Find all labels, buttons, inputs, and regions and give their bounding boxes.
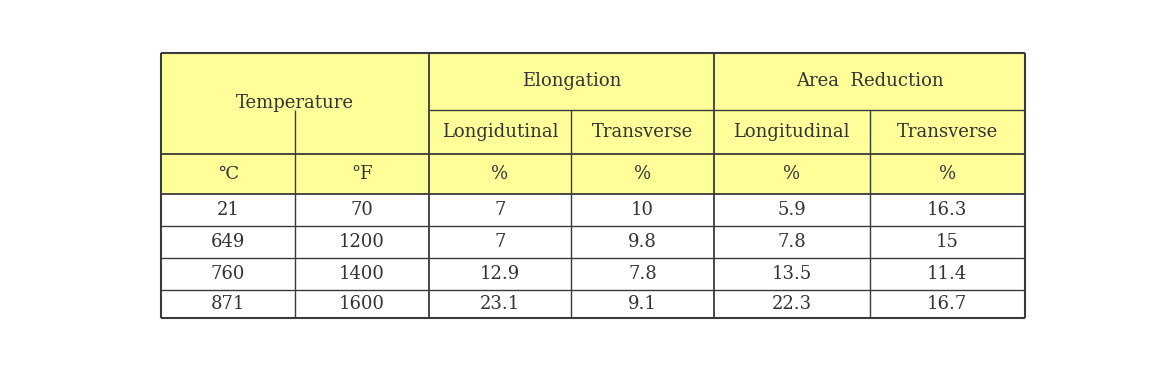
Bar (429, 52, 572, 110)
Text: Area  Reduction: Area Reduction (796, 72, 943, 90)
Bar (161, 110, 295, 155)
Text: 70: 70 (351, 201, 374, 219)
Bar (714, 155, 870, 194)
Text: 9.8: 9.8 (628, 233, 657, 251)
Text: %: % (492, 165, 509, 183)
Text: 12.9: 12.9 (480, 265, 521, 283)
Bar (429, 258, 572, 291)
Bar (572, 291, 714, 318)
Text: 7: 7 (494, 201, 506, 219)
Bar (572, 226, 714, 258)
Text: %: % (783, 165, 801, 183)
Bar (429, 194, 572, 226)
Bar (161, 291, 295, 318)
Text: Temperature: Temperature (236, 94, 354, 112)
Text: 16.3: 16.3 (927, 201, 967, 219)
Bar (161, 258, 295, 291)
Bar (714, 194, 870, 226)
Text: 1400: 1400 (339, 265, 384, 283)
Bar (714, 110, 870, 155)
Text: 9.1: 9.1 (628, 295, 657, 313)
Bar (714, 258, 870, 291)
Bar (429, 291, 572, 318)
Text: Longitudinal: Longitudinal (734, 123, 850, 141)
Bar (161, 52, 295, 110)
Bar (572, 110, 714, 155)
Bar (714, 291, 870, 318)
Bar (161, 155, 295, 194)
Text: 871: 871 (211, 295, 245, 313)
Text: %: % (634, 165, 651, 183)
Text: °F: °F (351, 165, 373, 183)
Text: 7.8: 7.8 (778, 233, 806, 251)
Bar (870, 110, 1025, 155)
Text: 16.7: 16.7 (927, 295, 967, 313)
Text: 11.4: 11.4 (927, 265, 967, 283)
Bar (572, 194, 714, 226)
Bar (295, 52, 429, 110)
Bar (870, 226, 1025, 258)
Bar (870, 52, 1025, 110)
Text: 15: 15 (936, 233, 959, 251)
Text: 22.3: 22.3 (772, 295, 812, 313)
Text: Transverse: Transverse (897, 123, 998, 141)
Bar (295, 155, 429, 194)
Bar (870, 291, 1025, 318)
Bar (572, 52, 714, 110)
Text: Transverse: Transverse (592, 123, 693, 141)
Text: Elongation: Elongation (522, 72, 621, 90)
Bar (870, 258, 1025, 291)
Text: 1600: 1600 (339, 295, 385, 313)
Bar (295, 110, 429, 155)
Bar (295, 258, 429, 291)
Bar (295, 291, 429, 318)
Text: 649: 649 (211, 233, 245, 251)
Text: 23.1: 23.1 (480, 295, 521, 313)
Text: 7: 7 (494, 233, 506, 251)
Bar (714, 226, 870, 258)
Bar (295, 194, 429, 226)
Text: Longidutinal: Longidutinal (442, 123, 559, 141)
Bar (429, 110, 572, 155)
Bar (870, 194, 1025, 226)
Text: 21: 21 (216, 201, 239, 219)
Bar (870, 155, 1025, 194)
Bar (572, 258, 714, 291)
Bar (161, 194, 295, 226)
Text: 10: 10 (632, 201, 654, 219)
Bar (161, 226, 295, 258)
Bar (714, 52, 870, 110)
Bar (572, 155, 714, 194)
Text: 1200: 1200 (339, 233, 384, 251)
Text: ℃: ℃ (218, 165, 238, 183)
Text: 13.5: 13.5 (772, 265, 812, 283)
Bar (429, 226, 572, 258)
Text: 7.8: 7.8 (628, 265, 657, 283)
Text: 760: 760 (211, 265, 245, 283)
Bar (295, 226, 429, 258)
Bar (429, 155, 572, 194)
Text: 5.9: 5.9 (778, 201, 806, 219)
Text: %: % (938, 165, 956, 183)
